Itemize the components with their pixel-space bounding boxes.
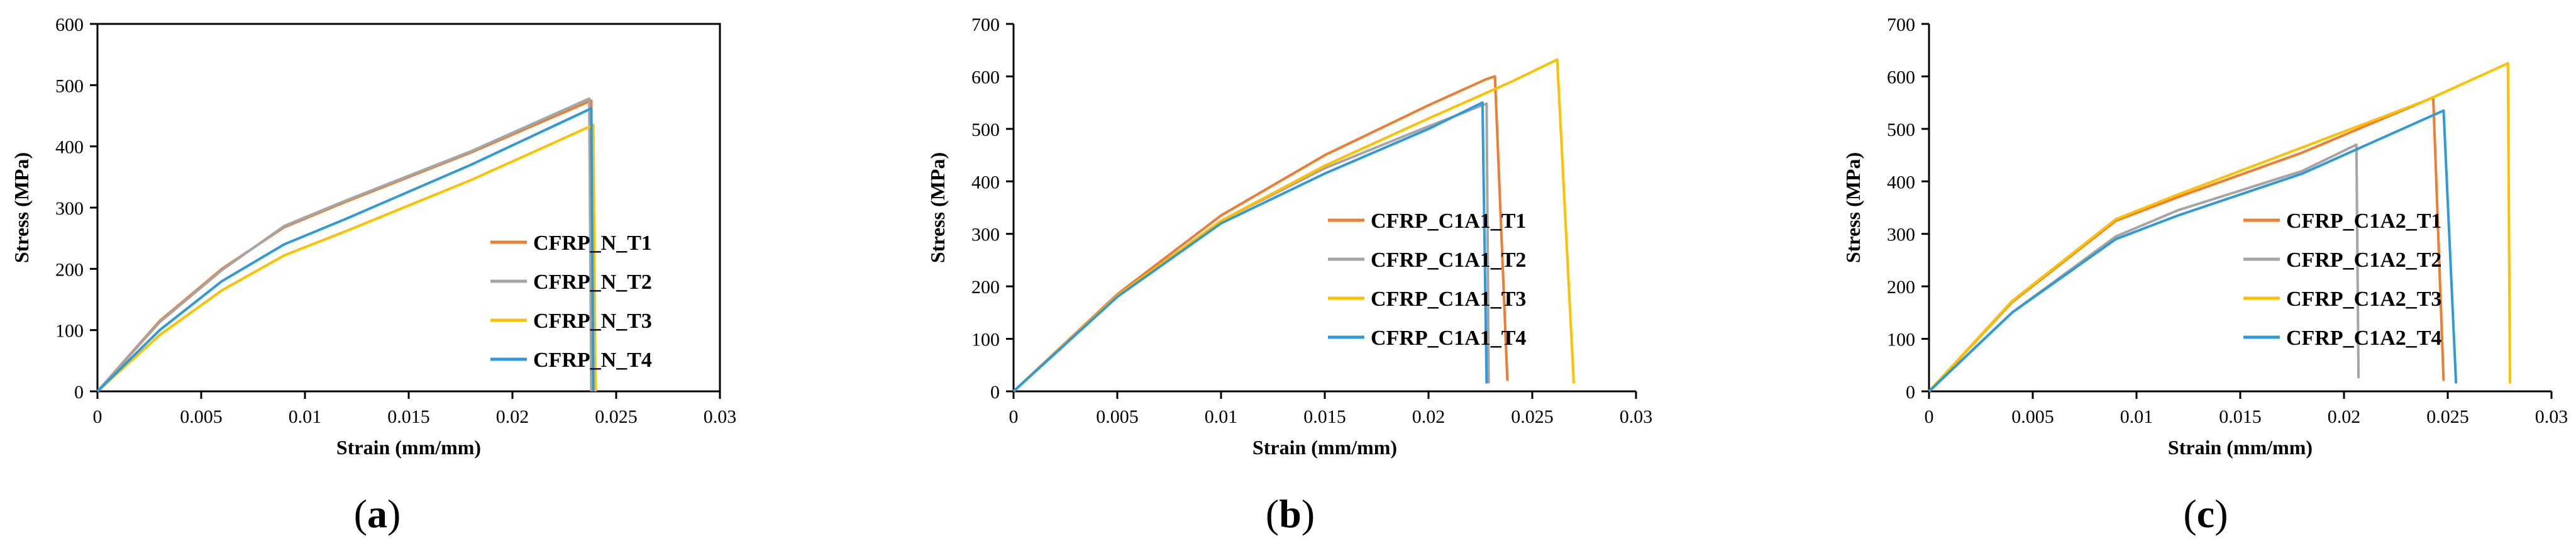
x-tick-label: 0.015 — [387, 406, 430, 427]
x-tick-label: 0.015 — [1303, 406, 1346, 427]
y-axis-title: Stress (MPa) — [926, 152, 949, 263]
y-tick-label: 500 — [1887, 120, 1915, 140]
x-tick-label: 0.02 — [496, 406, 529, 427]
caption-open: ( — [2183, 491, 2196, 536]
x-tick-label: 0.025 — [595, 406, 638, 427]
caption-close: ) — [1302, 491, 1315, 536]
series-line-T4 — [1012, 101, 1488, 393]
y-tick-label: 700 — [971, 14, 1000, 35]
x-tick-label: 0.015 — [2219, 406, 2262, 427]
legend-entry: CFRP_N_T4 — [533, 349, 652, 372]
caption-open: ( — [1266, 491, 1279, 536]
series-line-T3 — [96, 123, 597, 393]
x-tick-label: 0.025 — [1511, 406, 1554, 427]
y-tick-label: 400 — [971, 172, 1000, 193]
y-tick-label: 100 — [1887, 330, 1915, 350]
panel-caption: (b) — [1266, 491, 1315, 536]
caption-close: ) — [2214, 491, 2228, 536]
x-tick-label: 0.025 — [2426, 406, 2469, 427]
chart-panel-a: 0 0.005 0.01 0.015 0.02 0.025 0.03 0 100 200 300 40… — [10, 14, 736, 536]
y-tick-label: 200 — [55, 259, 84, 280]
legend-entry: CFRP_N_T3 — [533, 310, 652, 333]
x-tick-label: 0.01 — [2120, 406, 2153, 427]
y-tick-label: 300 — [1887, 225, 1915, 245]
x-tick-label: 0 — [1925, 406, 1934, 427]
y-tick-label: 300 — [55, 198, 84, 219]
x-tick-label: 0.005 — [180, 406, 223, 427]
x-tick-label: 0.02 — [1412, 406, 1446, 427]
y-tick-label: 200 — [1887, 277, 1915, 298]
x-axis-title: Strain (mm/mm) — [1252, 436, 1397, 459]
y-tick-label: 100 — [971, 330, 1000, 350]
y-tick-label: 0 — [1906, 382, 1915, 403]
legend-entry: CFRP_C1A2_T4 — [2286, 327, 2441, 350]
x-tick-label: 0.005 — [2011, 406, 2054, 427]
panel-caption: (c) — [2183, 491, 2228, 536]
x-tick-label: 0.005 — [1096, 406, 1139, 427]
legend-entry: CFRP_C1A1_T3 — [1371, 288, 1526, 311]
y-tick-label: 100 — [55, 321, 84, 342]
series-line-T1 — [96, 99, 595, 393]
y-tick-label: 500 — [55, 75, 84, 96]
y-tick-label: 300 — [971, 225, 1000, 245]
x-tick-label: 0.01 — [289, 406, 322, 427]
legend-entry: CFRP_C1A2_T3 — [2286, 288, 2441, 311]
x-tick-label: 0 — [93, 406, 102, 427]
y-tick-label: 400 — [55, 137, 84, 158]
y-tick-label: 0 — [74, 382, 84, 403]
y-tick-label: 600 — [1887, 67, 1915, 87]
x-axis-title: Strain (mm/mm) — [336, 436, 481, 459]
caption-open: ( — [354, 491, 367, 536]
y-tick-label: 0 — [990, 382, 1000, 403]
x-tick-label: 0.03 — [1620, 406, 1653, 427]
legend-entry: CFRP_C1A2_T2 — [2286, 249, 2441, 272]
chart-panel-c: 0 0.005 0.01 0.015 0.02 0.025 0.03 0 100 200 300 40… — [1842, 14, 2568, 536]
series-line-T2 — [96, 97, 593, 393]
y-axis-title: Stress (MPa) — [10, 152, 33, 263]
y-axis-title: Stress (MPa) — [1842, 152, 1864, 263]
legend-entry: CFRP_C1A1_T2 — [1371, 249, 1526, 272]
caption-letter: b — [1279, 491, 1302, 536]
caption-letter: a — [367, 491, 387, 536]
x-axis-title: Strain (mm/mm) — [2168, 436, 2313, 459]
chart-panel-b: 0 0.005 0.01 0.015 0.02 0.025 0.03 0 100 200 300 40… — [926, 14, 1652, 536]
y-tick-label: 500 — [971, 120, 1000, 140]
x-tick-label: 0.01 — [1205, 406, 1238, 427]
caption-letter: c — [2197, 491, 2214, 536]
x-tick-label: 0.03 — [704, 406, 737, 427]
legend-entry: CFRP_C1A1_T4 — [1371, 327, 1526, 350]
series-line-T1 — [1012, 75, 1509, 393]
legend-entry: CFRP_C1A1_T1 — [1371, 210, 1526, 233]
x-tick-label: 0 — [1009, 406, 1019, 427]
series-line-T3 — [1928, 62, 2511, 393]
series-line-T4 — [1928, 109, 2458, 393]
series-line-T4 — [96, 107, 595, 393]
legend-entry: CFRP_N_T2 — [533, 271, 652, 294]
panel-caption: (a) — [354, 491, 401, 536]
y-tick-label: 600 — [55, 14, 84, 35]
legend-entry: CFRP_C1A2_T1 — [2286, 210, 2441, 233]
y-tick-label: 700 — [1887, 14, 1915, 35]
caption-close: ) — [387, 491, 401, 536]
y-tick-label: 600 — [971, 67, 1000, 87]
y-tick-label: 400 — [1887, 172, 1915, 193]
plot-frame — [96, 23, 721, 393]
x-tick-label: 0.03 — [2535, 406, 2568, 427]
x-tick-label: 0.02 — [2328, 406, 2361, 427]
y-tick-label: 200 — [971, 277, 1000, 298]
legend-entry: CFRP_N_T1 — [533, 232, 652, 255]
